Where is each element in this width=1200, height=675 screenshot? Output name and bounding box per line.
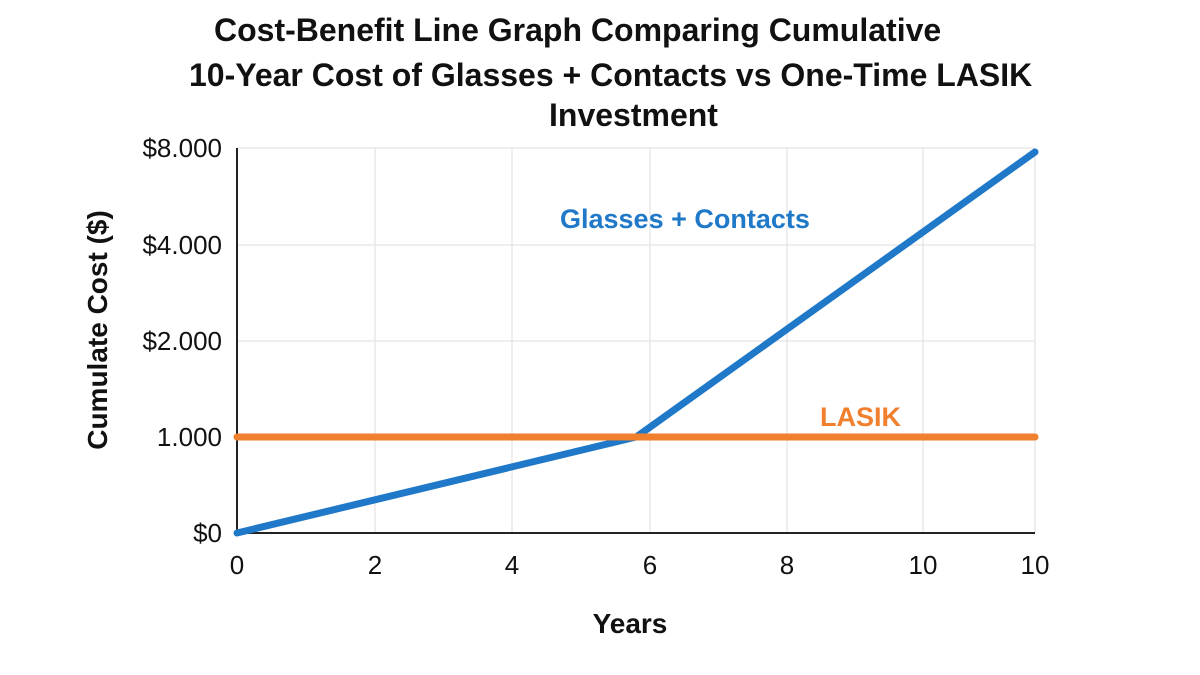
y-tick-label: $8.000 — [142, 133, 222, 163]
x-tick-labels: 0 2 4 6 8 10 10 — [230, 550, 1050, 580]
x-tick-label: 10 — [1021, 550, 1050, 580]
y-tick-label: $2.000 — [142, 326, 222, 356]
chart-title-line-3: Investment — [549, 97, 718, 133]
x-axis-label: Years — [593, 608, 668, 639]
chart-title-line-1: Cost-Benefit Line Graph Comparing Cumula… — [214, 12, 942, 48]
series-label-glasses-contacts: Glasses + Contacts — [560, 204, 810, 234]
x-tick-label: 6 — [643, 550, 657, 580]
series-lines — [233, 148, 1039, 537]
x-tick-label: 2 — [368, 550, 382, 580]
x-tick-label: 10 — [909, 550, 938, 580]
y-tick-label: $0 — [193, 518, 222, 548]
x-tick-label: 4 — [505, 550, 519, 580]
y-axis-label: Cumulate Cost ($) — [82, 210, 113, 450]
series-label-lasik: LASIK — [820, 402, 902, 432]
chart-title-line-2: 10-Year Cost of Glasses + Contacts vs On… — [189, 57, 1033, 93]
axes — [236, 148, 1035, 534]
y-tick-label: $4.000 — [142, 230, 222, 260]
y-tick-label: 1.000 — [157, 422, 222, 452]
grid — [237, 147, 1036, 533]
series-labels: Glasses + Contacts LASIK — [560, 204, 902, 432]
y-tick-labels: $0 1.000 $2.000 $4.000 $8.000 — [142, 133, 222, 548]
x-tick-label: 8 — [780, 550, 794, 580]
x-tick-label: 0 — [230, 550, 244, 580]
